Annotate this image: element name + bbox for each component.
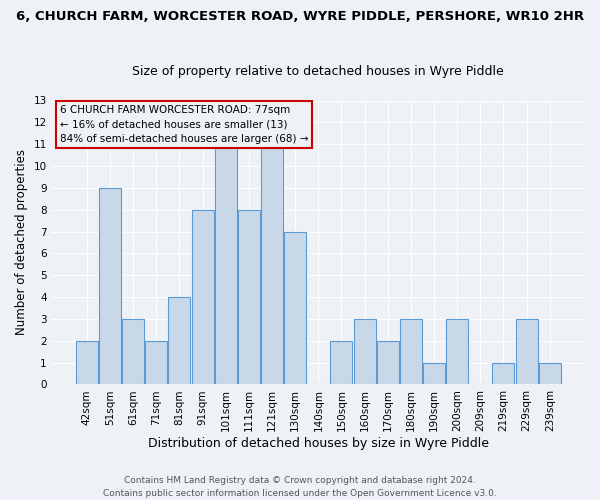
Bar — [284, 232, 306, 384]
Bar — [353, 319, 376, 384]
Bar — [261, 144, 283, 384]
Bar — [145, 341, 167, 384]
Bar — [76, 341, 98, 384]
Text: 6 CHURCH FARM WORCESTER ROAD: 77sqm
← 16% of detached houses are smaller (13)
84: 6 CHURCH FARM WORCESTER ROAD: 77sqm ← 16… — [59, 105, 308, 144]
Bar — [331, 341, 352, 384]
Bar — [215, 144, 237, 384]
Bar — [122, 319, 144, 384]
Bar — [515, 319, 538, 384]
Title: Size of property relative to detached houses in Wyre Piddle: Size of property relative to detached ho… — [133, 66, 504, 78]
Bar — [169, 297, 190, 384]
X-axis label: Distribution of detached houses by size in Wyre Piddle: Distribution of detached houses by size … — [148, 437, 489, 450]
Bar — [400, 319, 422, 384]
Text: Contains HM Land Registry data © Crown copyright and database right 2024.
Contai: Contains HM Land Registry data © Crown c… — [103, 476, 497, 498]
Bar — [446, 319, 468, 384]
Bar — [377, 341, 399, 384]
Bar — [191, 210, 214, 384]
Bar — [423, 362, 445, 384]
Bar — [493, 362, 514, 384]
Bar — [99, 188, 121, 384]
Bar — [238, 210, 260, 384]
Bar — [539, 362, 561, 384]
Text: 6, CHURCH FARM, WORCESTER ROAD, WYRE PIDDLE, PERSHORE, WR10 2HR: 6, CHURCH FARM, WORCESTER ROAD, WYRE PID… — [16, 10, 584, 23]
Y-axis label: Number of detached properties: Number of detached properties — [15, 150, 28, 336]
